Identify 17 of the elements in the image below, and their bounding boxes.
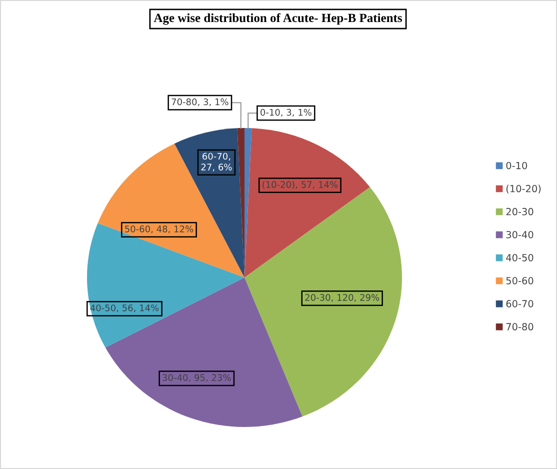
legend-label: 70-80 (506, 323, 534, 330)
chart-title: Age wise distribution of Acute- Hep-B Patients (154, 13, 402, 25)
legend-label: 60-70 (506, 300, 534, 308)
legend-label: 0-10 (506, 162, 528, 170)
legend-label: 20-30 (506, 208, 534, 216)
data-label: 60-70, 27, 6% (201, 152, 232, 172)
legend-label: (10-20) (506, 184, 541, 194)
data-label: 40-50, 56, 14% (90, 304, 159, 312)
legend-label: 40-50 (506, 254, 534, 262)
legend-label: 50-60 (506, 277, 534, 284)
data-label: 30-40, 95, 23% (162, 374, 231, 382)
data-label: 0-10, 3, 1% (260, 108, 312, 117)
data-label: 70-80, 3, 1% (172, 98, 228, 106)
data-label: 50-60, 48, 12% (125, 226, 194, 234)
data-label: 20-30, 120, 29% (305, 294, 380, 302)
data-label: (10-20), 57, 14% (262, 180, 338, 190)
legend-label: 30-40 (506, 230, 534, 238)
